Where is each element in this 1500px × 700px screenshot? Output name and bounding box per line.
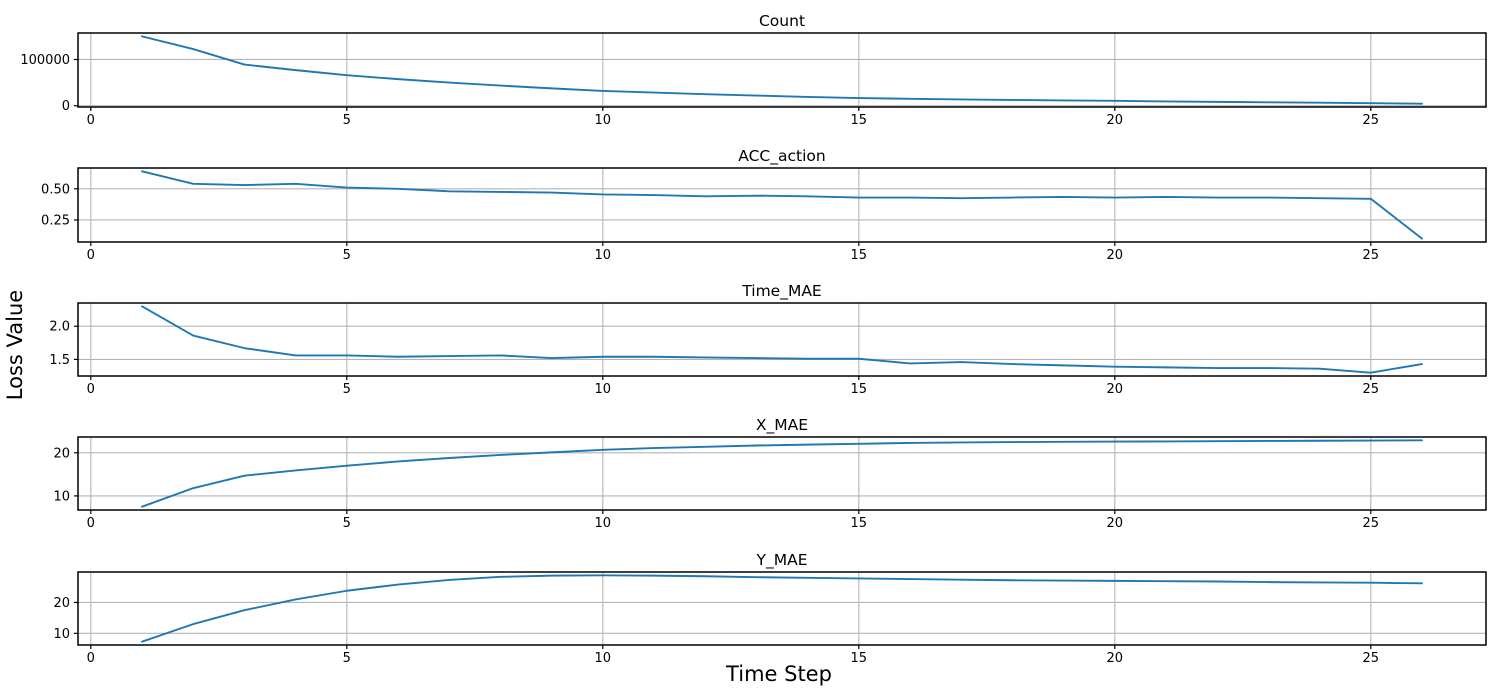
x-tick-label: 0 xyxy=(87,651,95,666)
y-tick-label: 1.5 xyxy=(49,353,70,368)
x-tick-label: 15 xyxy=(851,248,868,263)
x-tick-label: 5 xyxy=(343,382,351,397)
x-tick-label: 20 xyxy=(1107,248,1124,263)
x-tick-label: 5 xyxy=(343,651,351,666)
x-tick-label: 25 xyxy=(1363,651,1380,666)
subplot-x-mae: 0 5 10 15 20 25 10 20 X_MAE xyxy=(53,416,1487,531)
x-tick-label: 25 xyxy=(1363,516,1380,531)
x-tick-label: 10 xyxy=(595,516,612,531)
y-tick-label: 100000 xyxy=(20,53,70,68)
series-line-count xyxy=(141,35,1423,105)
x-tick-label: 25 xyxy=(1363,113,1380,128)
subplot-count: 0 5 10 15 20 25 0 100000 Count xyxy=(20,12,1487,128)
y-tick-label: 10 xyxy=(53,489,70,504)
y-tick-label: 10 xyxy=(53,627,70,642)
subplot-title-x-mae: X_MAE xyxy=(756,416,808,435)
x-tick-label: 15 xyxy=(851,651,868,666)
subplot-title-time-mae: Time_MAE xyxy=(741,282,821,301)
x-axis-label: Time Step xyxy=(725,662,832,686)
subplot-title-y-mae: Y_MAE xyxy=(756,551,808,570)
x-tick-label: 20 xyxy=(1107,113,1124,128)
y-axis-label: Loss Value xyxy=(3,290,27,400)
series-line-y-mae xyxy=(141,574,1423,643)
subplot-title-count: Count xyxy=(759,12,805,30)
x-tick-label: 10 xyxy=(595,248,612,263)
plot-spines xyxy=(77,571,1487,646)
x-tick-label: 0 xyxy=(87,113,95,128)
y-tick-label: 0.25 xyxy=(41,213,70,228)
plot-spines xyxy=(77,436,1487,511)
plot-spines xyxy=(77,302,1487,377)
x-tick-label: 10 xyxy=(595,382,612,397)
series-line-time-mae xyxy=(141,305,1423,374)
y-tick-label: 20 xyxy=(53,446,70,461)
y-tick-label: 0.50 xyxy=(41,182,70,197)
y-tick-label: 0 xyxy=(62,99,70,114)
x-tick-label: 10 xyxy=(595,113,612,128)
x-tick-label: 0 xyxy=(87,382,95,397)
y-tick-label: 20 xyxy=(53,596,70,611)
x-tick-label: 25 xyxy=(1363,248,1380,263)
x-tick-label: 25 xyxy=(1363,382,1380,397)
plot-spines xyxy=(77,32,1487,108)
subplot-y-mae: 0 5 10 15 20 25 10 20 Y_MAE xyxy=(53,551,1487,666)
x-tick-label: 15 xyxy=(851,113,868,128)
x-tick-label: 15 xyxy=(851,382,868,397)
subplot-title-acc-action: ACC_action xyxy=(738,147,825,166)
x-tick-label: 10 xyxy=(595,651,612,666)
x-tick-label: 5 xyxy=(343,516,351,531)
series-line-x-mae xyxy=(141,439,1423,508)
x-tick-label: 0 xyxy=(87,248,95,263)
x-tick-label: 20 xyxy=(1107,382,1124,397)
series-line-acc-action xyxy=(141,170,1423,240)
x-tick-label: 0 xyxy=(87,516,95,531)
x-tick-label: 5 xyxy=(343,248,351,263)
x-tick-label: 5 xyxy=(343,113,351,128)
x-tick-label: 15 xyxy=(851,516,868,531)
subplot-acc-action: 0 5 10 15 20 25 0.25 0.50 ACC_action xyxy=(41,147,1487,263)
y-tick-label: 2.0 xyxy=(49,320,70,335)
x-tick-label: 20 xyxy=(1107,651,1124,666)
subplot-time-mae: 0 5 10 15 20 25 1.5 2.0 Time_MAE xyxy=(49,282,1487,397)
plot-spines xyxy=(77,167,1487,243)
x-tick-label: 20 xyxy=(1107,516,1124,531)
subplots-layer: 0 5 10 15 20 25 0 100000 Count 0 5 10 15 20 25 0.25 0.50… xyxy=(20,12,1487,666)
